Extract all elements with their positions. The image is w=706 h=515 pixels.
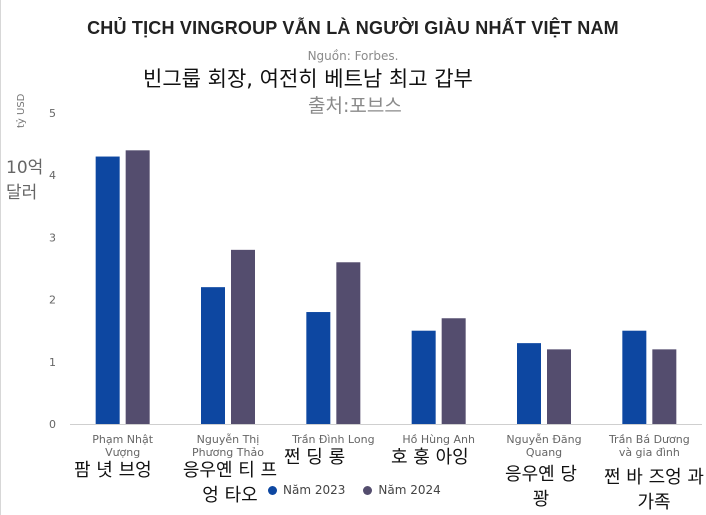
y-tick-label: 4 bbox=[49, 169, 56, 182]
legend-item-2023: Năm 2023 bbox=[268, 483, 345, 497]
x-tick-label: Trần Bá Dương và gia đình bbox=[608, 433, 690, 459]
bar-2023-2 bbox=[201, 287, 225, 424]
korean-title-overlay: 빈그룹 회장, 여전히 베트남 최고 갑부 bbox=[143, 67, 473, 91]
x-tick-label: Phạm Nhật Vượng bbox=[92, 433, 153, 459]
bar-2024-1 bbox=[125, 150, 150, 424]
korean-source-overlay: 출처:포브스 bbox=[308, 95, 402, 117]
korean-category-label-2: 응우옌 티 프엉 타오 bbox=[182, 460, 278, 506]
bar-2023-5 bbox=[517, 343, 541, 424]
bar-2024-4 bbox=[441, 318, 466, 424]
y-tick-label: 5 bbox=[49, 107, 56, 120]
bar-2023-1 bbox=[95, 156, 120, 425]
korean-category-label-4: 호 훙 아잉 bbox=[391, 447, 469, 468]
chart-source: Nguồn: Forbes. bbox=[307, 49, 399, 63]
y-tick-label: 1 bbox=[49, 356, 56, 369]
bar-2023-4 bbox=[411, 330, 436, 424]
y-tick-label: 3 bbox=[49, 231, 56, 244]
bar-2024-5 bbox=[547, 349, 571, 424]
bar-2023-3 bbox=[306, 312, 331, 424]
bar-2024-3 bbox=[336, 262, 361, 424]
legend-label-2023: Năm 2023 bbox=[283, 483, 346, 497]
x-tick-label: Nguyễn Đăng Quang bbox=[506, 433, 581, 459]
frame-border bbox=[0, 0, 1, 515]
korean-category-label-1: 팜 녓 브엉 bbox=[74, 460, 152, 481]
y-tick-label: 0 bbox=[49, 418, 56, 431]
bar-2024-2 bbox=[231, 249, 255, 424]
x-tick-label: Trần Đình Long bbox=[291, 433, 374, 446]
korean-unit-overlay: 10억 달러 bbox=[6, 158, 44, 203]
bar-2023-6 bbox=[622, 330, 647, 424]
y-tick-label: 2 bbox=[49, 294, 56, 307]
legend-swatch-2024 bbox=[363, 485, 373, 495]
korean-category-label-3: 쩐 딩 롱 bbox=[284, 447, 346, 468]
chart-legend: Năm 2023 Năm 2024 bbox=[268, 483, 441, 497]
korean-category-label-5: 응우옌 당 꽝 bbox=[505, 464, 577, 510]
x-tick-label: Nguyễn Thị Phương Thảo bbox=[192, 433, 264, 459]
x-tick-label: Hồ Hùng Anh bbox=[402, 433, 475, 446]
legend-swatch-2023 bbox=[268, 485, 277, 495]
legend-label-2024: Năm 2024 bbox=[378, 483, 441, 497]
legend-item-2024: Năm 2024 bbox=[363, 483, 441, 497]
chart-title: CHỦ TỊCH VINGROUP VẪN LÀ NGƯỜI GIÀU NHẤT… bbox=[87, 18, 619, 38]
bar-2024-6 bbox=[652, 349, 677, 424]
korean-category-label-6: 쩐 바 즈엉 과 가족 bbox=[604, 467, 704, 513]
